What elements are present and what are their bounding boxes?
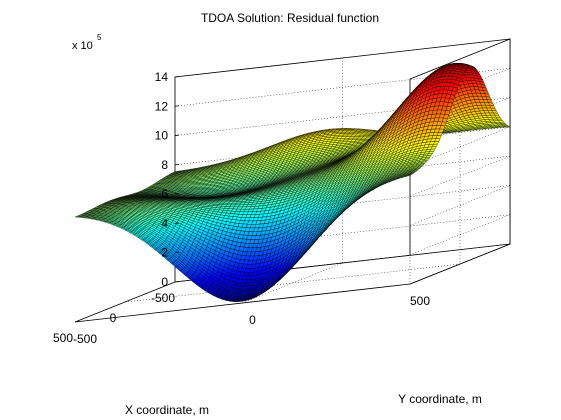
z-grid-line xyxy=(174,185,511,226)
z-grid-line xyxy=(174,214,511,255)
z-grid-line xyxy=(174,243,511,285)
z-grid-line xyxy=(174,155,511,197)
residual-surface xyxy=(74,63,511,302)
z-grid-line xyxy=(174,38,511,80)
z-grid-line xyxy=(174,126,511,168)
